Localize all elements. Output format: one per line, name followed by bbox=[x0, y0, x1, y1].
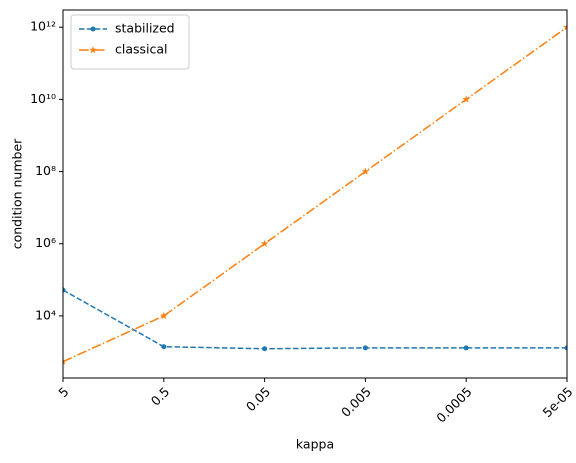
x-tick-label: 5e-05 bbox=[539, 384, 575, 420]
series-line bbox=[63, 26, 567, 363]
marker bbox=[63, 357, 67, 365]
plot-frame bbox=[62, 9, 568, 379]
x-tick-label: 0.05 bbox=[243, 384, 273, 414]
y-tick-label: 10¹⁰ bbox=[30, 91, 56, 106]
marker bbox=[89, 46, 97, 54]
marker bbox=[90, 26, 96, 32]
marker bbox=[463, 345, 469, 351]
y-tick-label: 10¹² bbox=[30, 19, 56, 34]
marker bbox=[563, 23, 567, 31]
y-tick-label: 10⁸ bbox=[35, 163, 56, 178]
legend-label: stabilized bbox=[115, 21, 175, 36]
x-axis-label: kappa bbox=[296, 437, 334, 452]
marker bbox=[564, 345, 567, 351]
x-tick-label: 0.0005 bbox=[433, 384, 475, 426]
legend-label: classical bbox=[115, 42, 168, 57]
marker bbox=[262, 346, 268, 352]
y-tick-label: 10⁴ bbox=[35, 307, 56, 322]
y-tick-label: 10⁶ bbox=[35, 235, 56, 250]
x-tick-label: 0.5 bbox=[148, 384, 173, 409]
marker bbox=[361, 167, 370, 175]
x-tick-label: 0.005 bbox=[338, 384, 374, 420]
marker bbox=[362, 345, 368, 351]
marker bbox=[462, 95, 470, 103]
legend-box bbox=[70, 14, 190, 70]
legend: stabilized classical bbox=[70, 14, 190, 70]
series-line bbox=[63, 289, 567, 350]
marker bbox=[160, 311, 168, 320]
marker bbox=[260, 239, 269, 247]
x-tick-label: 5 bbox=[55, 384, 71, 400]
marker bbox=[63, 287, 66, 293]
marker bbox=[161, 344, 167, 350]
y-axis-label: condition number bbox=[10, 138, 25, 249]
